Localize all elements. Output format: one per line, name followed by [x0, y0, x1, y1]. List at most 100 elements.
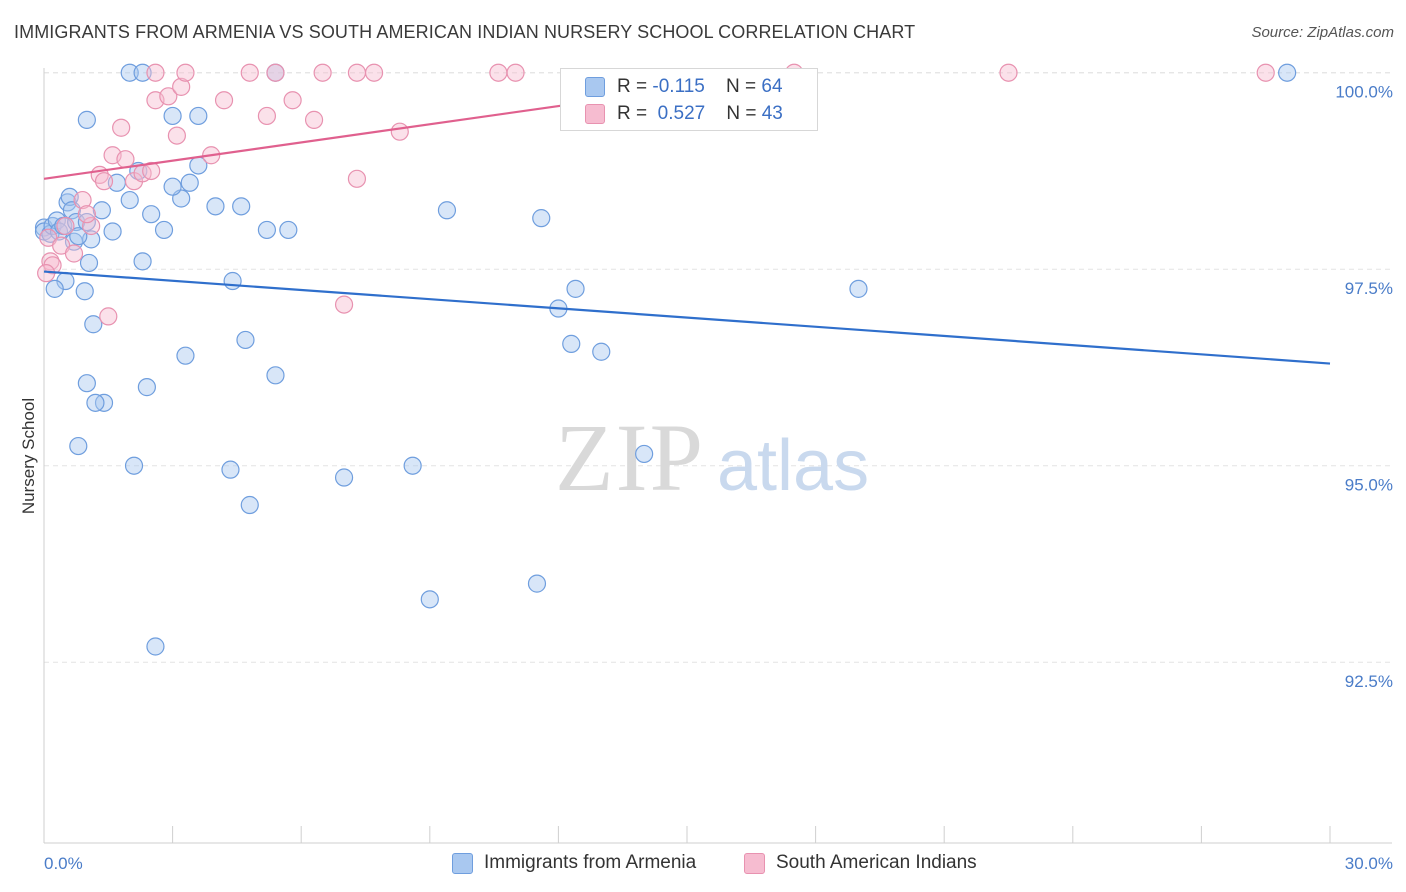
south-american-indian-point: [214, 91, 234, 110]
armenia-point: [420, 590, 439, 609]
armenia-point: [1278, 63, 1297, 82]
source-credit: Source: ZipAtlas.com: [1251, 24, 1394, 41]
armenia-point: [257, 220, 277, 240]
armenia-point: [592, 342, 611, 361]
watermark-zip: ZIP: [555, 404, 705, 511]
stats-legend: R = -0.115 N = 64 R = 0.527 N = 43: [560, 68, 818, 131]
armenia-point: [566, 279, 585, 298]
armenia-point: [532, 209, 551, 228]
legend-swatch-armenia: [452, 852, 473, 874]
south-american-indian-point: [334, 295, 354, 314]
south-american-indian-point: [94, 172, 114, 191]
legend-item-south-american-indians[interactable]: South American Indians: [744, 852, 977, 874]
armenia-point: [137, 378, 156, 397]
y-tick-label: 95.0%: [1345, 476, 1393, 495]
south-american-indian-point: [364, 63, 384, 82]
south-american-indian-point: [112, 118, 131, 137]
south-american-indian-point: [257, 106, 277, 126]
legend-r-label: R =: [617, 76, 648, 97]
y-tick-label: 97.5%: [1345, 279, 1393, 298]
armenia-point: [142, 205, 161, 224]
south-american-indian-point: [489, 63, 508, 82]
south-american-indian-point: [159, 87, 178, 106]
y-tick-label: 100.0%: [1335, 83, 1393, 102]
armenia-point: [635, 444, 654, 464]
legend-swatch-south-american-indians: [585, 104, 605, 124]
south-american-indian-point: [56, 216, 75, 236]
south-american-indian-point: [347, 169, 367, 188]
legend-label-south-american-indians: South American Indians: [776, 852, 977, 873]
armenia-point: [86, 393, 105, 412]
armenia-point: [163, 177, 182, 196]
armenia-point: [69, 436, 88, 456]
y-tick-label: 92.5%: [1345, 672, 1393, 691]
armenia-point: [206, 197, 225, 216]
legend-swatch-south-american-indians: [744, 852, 765, 874]
south-american-indian-point: [1256, 63, 1275, 82]
legend-n-label: N =: [726, 103, 757, 124]
legend-swatch-armenia: [585, 77, 605, 97]
armenia-point: [223, 271, 242, 291]
x-tick-label-max: 30.0%: [1345, 854, 1393, 873]
armenia-point: [189, 106, 208, 126]
armenia-point: [77, 110, 96, 129]
armenia-point: [75, 282, 94, 301]
legend-row-south-american-indians: R = 0.527 N = 43: [585, 101, 783, 127]
armenia-point: [146, 637, 165, 656]
legend-r-value-armenia: -0.115: [652, 76, 705, 97]
south-american-indian-point: [82, 216, 101, 236]
armenia-point: [527, 574, 547, 593]
armenia-point: [103, 222, 122, 241]
south-american-indian-point: [240, 63, 259, 82]
trend-line-armenia: [43, 270, 1331, 365]
armenia-point: [124, 456, 144, 475]
armenia-point: [77, 374, 96, 393]
watermark: ZIP atlas: [555, 404, 869, 511]
series-legend: Immigrants from Armenia South American I…: [0, 852, 1406, 878]
legend-r-label: R =: [617, 103, 648, 124]
south-american-indian-point: [142, 161, 161, 181]
south-american-indian-point: [313, 63, 332, 82]
armenia-point: [240, 495, 259, 515]
south-american-indian-point: [390, 122, 409, 141]
south-american-indian-point: [506, 63, 525, 82]
armenia-point: [180, 173, 199, 192]
axes: [43, 68, 1392, 844]
armenia-point: [120, 190, 139, 210]
legend-n-value-armenia: 64: [761, 76, 783, 97]
legend-row-armenia: R = -0.115 N = 64: [585, 74, 783, 100]
south-american-indian-point: [172, 77, 191, 96]
armenia-point: [266, 366, 285, 385]
armenia-point: [69, 227, 88, 246]
armenia-point: [236, 330, 255, 350]
armenia-point: [133, 252, 152, 271]
legend-item-armenia[interactable]: Immigrants from Armenia: [452, 852, 696, 874]
legend-n-label: N =: [725, 76, 757, 97]
armenia-point: [120, 63, 139, 82]
watermark-atlas: atlas: [717, 426, 869, 506]
armenia-point: [437, 201, 457, 220]
y-axis-title: Nursery School: [19, 398, 38, 514]
south-american-indian-point: [266, 63, 285, 82]
armenia-point: [79, 253, 99, 273]
south-american-indian-point: [77, 205, 96, 224]
south-american-indian-point: [116, 150, 135, 169]
south-american-indian-point: [347, 63, 367, 82]
legend-label-armenia: Immigrants from Armenia: [484, 852, 697, 873]
armenia-point: [92, 201, 111, 220]
south-american-indian-point: [167, 126, 186, 145]
armenia-point: [133, 63, 152, 82]
armenia-point: [84, 315, 103, 334]
tick-labels: 92.5% 95.0% 97.5% 100.0% 0.0% 30.0%: [44, 83, 1393, 873]
x-tick-label-min: 0.0%: [44, 854, 83, 873]
south-american-indian-point: [176, 63, 195, 82]
armenia-point: [403, 456, 422, 475]
south-american-indian-point: [999, 63, 1018, 82]
south-american-indian-point: [73, 190, 92, 210]
legend-n-value-south-american-indians: 43: [761, 103, 783, 124]
armenia-point: [849, 279, 868, 298]
armenia-point: [45, 279, 64, 298]
armenia-point: [154, 220, 174, 240]
legend-r-value-south-american-indians: 0.527: [657, 103, 706, 124]
south-american-indian-point: [283, 91, 302, 110]
